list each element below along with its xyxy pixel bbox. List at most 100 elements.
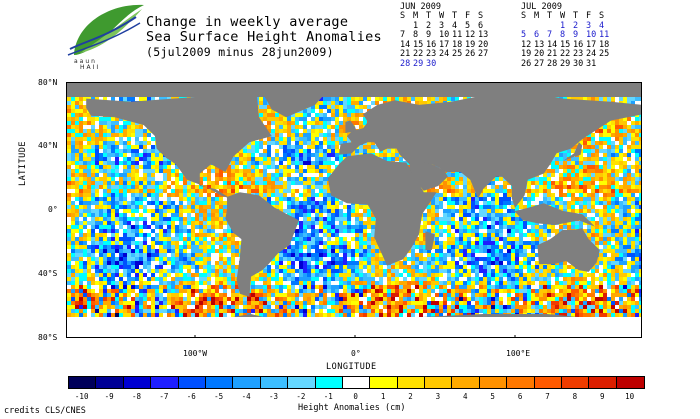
calendar-day: 29 xyxy=(560,58,571,69)
land-arabia xyxy=(409,161,448,191)
logo-line2: HAII xyxy=(80,64,101,71)
calendar-day: 14 xyxy=(547,39,558,50)
calendar-day: 3 xyxy=(439,20,445,31)
calendar-week-row: 21 22 23 24 25 26 27 xyxy=(400,50,491,60)
land-japan xyxy=(563,142,583,161)
colorbar-swatch xyxy=(562,377,590,388)
calendar-day: 27 xyxy=(478,49,489,59)
colorbar xyxy=(68,376,646,389)
calendar-day: 19 xyxy=(521,49,532,59)
colorbar-swatch xyxy=(123,377,152,388)
sea-surface-height-map xyxy=(66,82,642,338)
colorbar-swatch xyxy=(342,377,371,388)
calendar-day: 13 xyxy=(478,30,489,40)
calendar-day: 20 xyxy=(534,49,545,59)
calendar-day: 3 xyxy=(586,20,592,31)
colorbar-labels: -10 -9 -8 -7 -6 -5 -4 -3 -2 -1 0 1 2 3 4 5 6 7 8 9 10 xyxy=(68,392,644,402)
calendar-month-title: JUL 2009 xyxy=(521,2,562,12)
weekday-label: M xyxy=(413,11,419,21)
calendar-day: 16 xyxy=(573,39,584,50)
weekday-label: M xyxy=(534,11,540,21)
x-tick-100e: 100°E xyxy=(506,349,531,358)
calendar-day: 12 xyxy=(521,39,532,50)
calendar-day xyxy=(478,60,491,70)
weekday-label: T xyxy=(573,11,579,21)
colorbar-label: -5 xyxy=(214,392,224,401)
calendar-day: 22 xyxy=(560,49,571,59)
colorbar-swatch xyxy=(178,377,206,388)
land-africa xyxy=(327,153,437,266)
colorbar-label: -2 xyxy=(296,392,306,401)
leaf-logo-icon xyxy=(67,4,144,56)
calendar-week-row: 5 6 7 8 9 10 11 xyxy=(521,31,612,41)
calendar-day: 21 xyxy=(547,49,558,59)
calendar-day: 18 xyxy=(599,39,610,50)
calendar-day: 31 xyxy=(586,58,597,69)
colorbar-swatch xyxy=(534,377,563,388)
calendar-day: 7 xyxy=(547,30,553,40)
calendar-day xyxy=(599,60,612,70)
calendar-day: 19 xyxy=(465,39,476,50)
y-tick-80s: 80°S xyxy=(38,333,58,342)
colorbar-label: -7 xyxy=(159,392,169,401)
colorbar-swatch xyxy=(205,377,234,388)
colorbar-label: 9 xyxy=(600,392,605,401)
colorbar-label: -10 xyxy=(74,392,89,401)
calendar-week-row: 14 15 16 17 18 19 20 xyxy=(400,39,491,51)
calendar-day: 30 xyxy=(426,58,437,69)
calendar-day: 17 xyxy=(586,39,597,50)
weekday-label: S xyxy=(599,11,605,21)
calendar-day: 5 xyxy=(465,20,471,31)
calendar-day: 4 xyxy=(452,20,458,31)
calendar-day: 5 xyxy=(521,30,527,40)
y-tick-80n: 80°N xyxy=(38,78,58,87)
calendar-day: 17 xyxy=(439,39,450,50)
calendar-day: 26 xyxy=(465,49,476,59)
land-south-america xyxy=(225,192,299,297)
y-tick-40s: 40°S xyxy=(38,269,58,278)
colorbar-label: 0 xyxy=(353,392,358,401)
calendar-week-row: 7 8 9 10 11 12 13 xyxy=(400,31,491,41)
calendar-day: 28 xyxy=(400,58,411,69)
calendar-day: 27 xyxy=(534,58,545,69)
colorbar-label: 1 xyxy=(380,392,386,401)
antarctic-ice-mask xyxy=(67,317,641,337)
colorbar-swatch xyxy=(370,377,398,388)
date-range-subtitle: (5jul2009 minus 28jun2009) xyxy=(146,45,334,59)
calendar-day xyxy=(465,60,478,70)
colorbar-swatch xyxy=(479,377,508,388)
calendar-day: 24 xyxy=(439,49,450,59)
land-uk xyxy=(345,120,357,133)
calendar-june: JUN 2009 S M T W T F S 1 2 3 4 5 6 7 8 9 10 11 12 13 14 15 16 17… xyxy=(400,3,491,69)
calendar-day: 30 xyxy=(573,58,584,69)
x-axis-title: LONGITUDE xyxy=(326,362,377,372)
calendar-day: 14 xyxy=(400,39,411,50)
colorbar-label: 2 xyxy=(408,392,413,401)
calendar-day: 1 xyxy=(560,20,566,31)
calendar-day: 6 xyxy=(534,30,540,40)
colorbar-swatch xyxy=(589,377,617,388)
colorbar-swatch xyxy=(397,377,426,388)
calendar-july: JUL 2009 S M T W T F S 1 2 3 4 5 6 7 8 9 10 11 12 13 14 15 16 17… xyxy=(521,3,612,69)
calendar-day: 22 xyxy=(413,49,424,59)
calendar-day: 11 xyxy=(452,30,463,40)
colorbar-label: -1 xyxy=(323,392,333,401)
colorbar-label: 7 xyxy=(545,392,550,401)
colorbar-label: 8 xyxy=(572,392,578,401)
calendar-day: 28 xyxy=(547,58,558,69)
land-madagascar xyxy=(425,231,435,250)
colorbar-swatch xyxy=(452,377,480,388)
colorbar-swatch xyxy=(315,377,343,388)
colorbar-label: 5 xyxy=(490,392,495,401)
y-tick-0: 0° xyxy=(48,205,58,214)
calendar-day: 1 xyxy=(413,20,419,31)
colorbar-label: 10 xyxy=(625,392,635,401)
calendar-day: 2 xyxy=(573,20,579,31)
colorbar-swatch xyxy=(260,377,289,388)
calendar-day: 9 xyxy=(426,30,432,40)
weekday-label: T xyxy=(547,11,553,21)
colorbar-swatch xyxy=(616,377,645,388)
land-indonesia xyxy=(507,203,595,227)
